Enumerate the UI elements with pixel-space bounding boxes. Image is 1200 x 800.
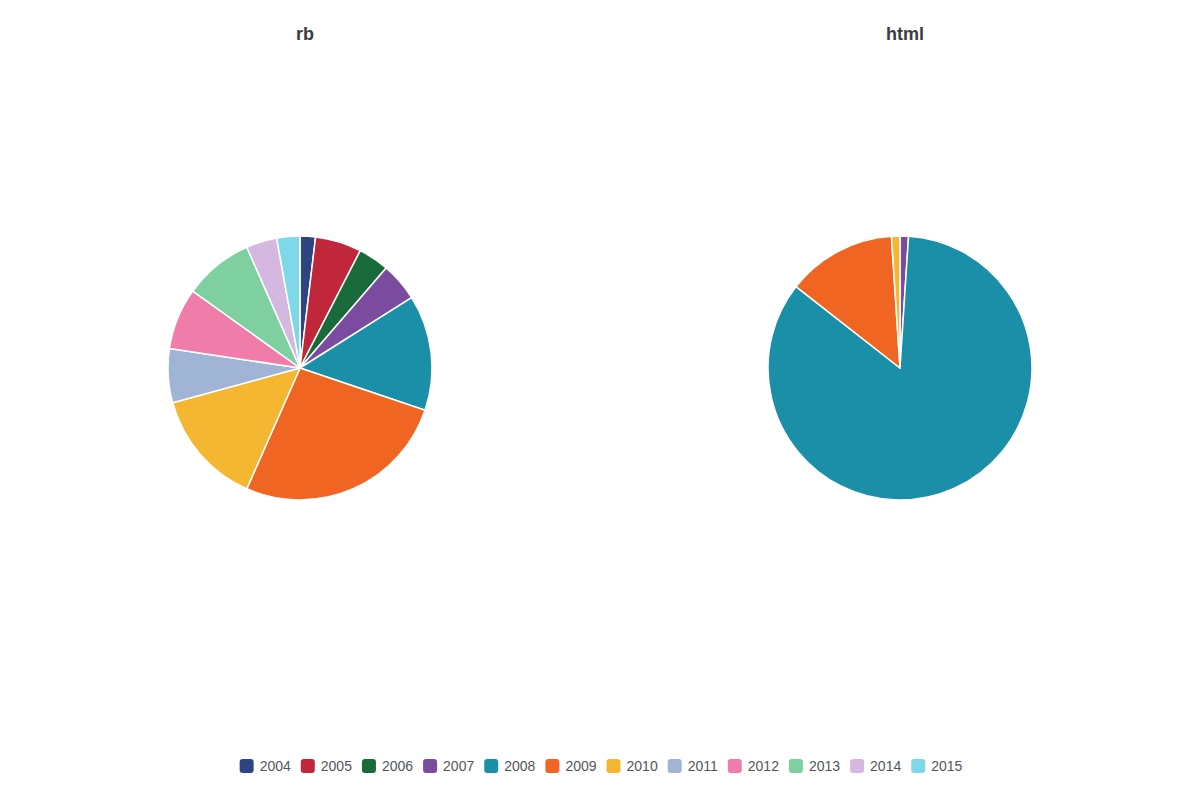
svg-text:2010: 2010	[627, 758, 658, 774]
svg-text:2009: 2009	[565, 758, 596, 774]
svg-text:2013: 2013	[809, 758, 840, 774]
svg-text:2005: 2005	[321, 758, 352, 774]
svg-text:2012: 2012	[748, 758, 779, 774]
svg-text:2004: 2004	[260, 758, 291, 774]
svg-text:html: html	[886, 24, 924, 44]
svg-text:2007: 2007	[443, 758, 474, 774]
svg-text:rb: rb	[296, 24, 314, 44]
svg-text:2006: 2006	[382, 758, 413, 774]
svg-text:2011: 2011	[688, 758, 718, 774]
svg-text:2015: 2015	[931, 758, 962, 774]
svg-text:2008: 2008	[504, 758, 535, 774]
svg-text:2014: 2014	[870, 758, 901, 774]
